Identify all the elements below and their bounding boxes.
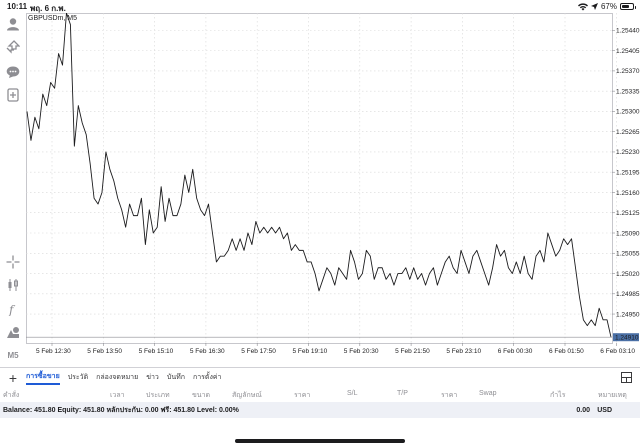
tab-journal[interactable]: บันทึก [166, 374, 185, 381]
indicators-icon[interactable]: f [4, 300, 22, 318]
layout-icon[interactable] [621, 372, 632, 383]
tab-trade[interactable]: การซื้อขาย [26, 371, 60, 385]
time-tick-label: 6 Feb 00:30 [498, 348, 533, 355]
current-price-marker [613, 333, 639, 342]
tab-news[interactable]: ข่าว [146, 374, 159, 381]
tab-settings[interactable]: การตั้งค่า [192, 374, 222, 381]
time-tick-label: 6 Feb 03:10 [600, 348, 635, 355]
time-tick-label: 5 Feb 12:30 [36, 348, 71, 355]
account-icon[interactable] [4, 15, 22, 33]
price-tick-label: 1.24985 [616, 291, 640, 298]
col-order: คำสั่ง [3, 392, 20, 399]
col-tp: T/P [397, 390, 408, 397]
status-right: 67% [577, 2, 636, 11]
balance-profit: 0.00 [576, 406, 590, 414]
candles-icon[interactable] [4, 276, 22, 294]
crosshair-icon[interactable] [4, 253, 22, 271]
status-date: พฤ. 6 ก.พ. [30, 4, 66, 13]
time-tick-label: 5 Feb 16:30 [190, 348, 225, 355]
chart-symbol-label: GBPUSDm, M5 [28, 15, 78, 22]
add-icon[interactable]: + [8, 369, 18, 386]
svg-text:f: f [8, 303, 16, 316]
time-tick-label: 5 Feb 17:50 [241, 348, 276, 355]
chart-area[interactable]: 1.25440 1.25405 1.25370 1.25335 1.25300 1.252… [26, 13, 640, 367]
objects-icon[interactable] [4, 323, 22, 341]
orders-header: คำสั่ง เวลา ประเภท ขนาด สัญลักษณ์ ราคา S… [0, 387, 640, 402]
col-price-current: ราคา [441, 392, 458, 399]
balance-row: Balance: 451.80 Equity: 451.80 หลักประกั… [0, 402, 640, 418]
balance-text: Balance: 451.80 Equity: 451.80 หลักประกั… [3, 406, 239, 414]
tab-mailbox[interactable]: กล่องจดหมาย [96, 374, 139, 381]
col-type: ประเภท [146, 392, 170, 399]
tab-history[interactable]: ประวัติ [67, 374, 89, 381]
price-tick-label: 1.25335 [616, 88, 640, 95]
bottom-tabs: + การซื้อขาย ประวัติ กล่องจดหมาย ข่าว บั… [0, 367, 640, 387]
col-swap: Swap [479, 390, 497, 397]
trade-icon[interactable] [4, 38, 22, 56]
col-symbol: สัญลักษณ์ [232, 392, 262, 399]
time-tick-label: 5 Feb 21:50 [395, 348, 430, 355]
wifi-icon [577, 2, 588, 10]
col-comment: หมายเหตุ [598, 392, 627, 399]
current-price-label: 1.24910 [615, 335, 639, 342]
left-toolbar: f M5 [0, 13, 26, 367]
price-tick-label: 1.25160 [616, 190, 640, 197]
price-tick-label: 1.25195 [616, 170, 640, 177]
col-volume: ขนาด [192, 392, 211, 399]
price-tick-label: 1.25405 [616, 48, 640, 55]
add-chart-icon[interactable] [4, 86, 22, 104]
time-tick-label: 5 Feb 20:30 [344, 348, 379, 355]
col-time: เวลา [110, 392, 125, 399]
timeframe-label[interactable]: M5 [7, 350, 19, 360]
price-tick-label: 1.25230 [616, 149, 640, 156]
time-tick-label: 6 Feb 01:50 [549, 348, 584, 355]
time-tick-label: 5 Feb 15:10 [139, 348, 174, 355]
chat-icon[interactable] [4, 63, 22, 81]
battery-icon [620, 3, 636, 10]
home-indicator [235, 439, 405, 443]
col-profit: กำไร [550, 392, 566, 399]
price-tick-label: 1.25300 [616, 109, 640, 116]
col-sl: S/L [347, 390, 358, 397]
balance-currency: USD [597, 406, 612, 414]
price-tick-label: 1.25265 [616, 129, 640, 136]
time-tick-label: 5 Feb 19:10 [293, 348, 328, 355]
chart-frame [26, 13, 613, 344]
price-tick-label: 1.25125 [616, 210, 640, 217]
time-tick-label: 5 Feb 23:10 [446, 348, 481, 355]
status-time: 10:11 [7, 2, 28, 11]
location-icon [590, 3, 598, 10]
price-tick-label: 1.24950 [616, 311, 640, 318]
price-chart[interactable]: 1.25440 1.25405 1.25370 1.25335 1.25300 1.252… [26, 13, 640, 367]
battery-percent: 67% [600, 2, 617, 11]
price-tick-label: 1.25440 [616, 28, 640, 35]
time-tick-label: 5 Feb 13:50 [87, 348, 122, 355]
col-price: ราคา [294, 392, 311, 399]
price-tick-label: 1.25370 [616, 68, 640, 75]
price-tick-label: 1.25090 [616, 230, 640, 237]
price-tick-label: 1.25055 [616, 251, 640, 258]
price-tick-label: 1.25020 [616, 271, 640, 278]
status-bar: 10:11 พฤ. 6 ก.พ. 67% [0, 0, 640, 13]
price-series-line [26, 13, 612, 338]
